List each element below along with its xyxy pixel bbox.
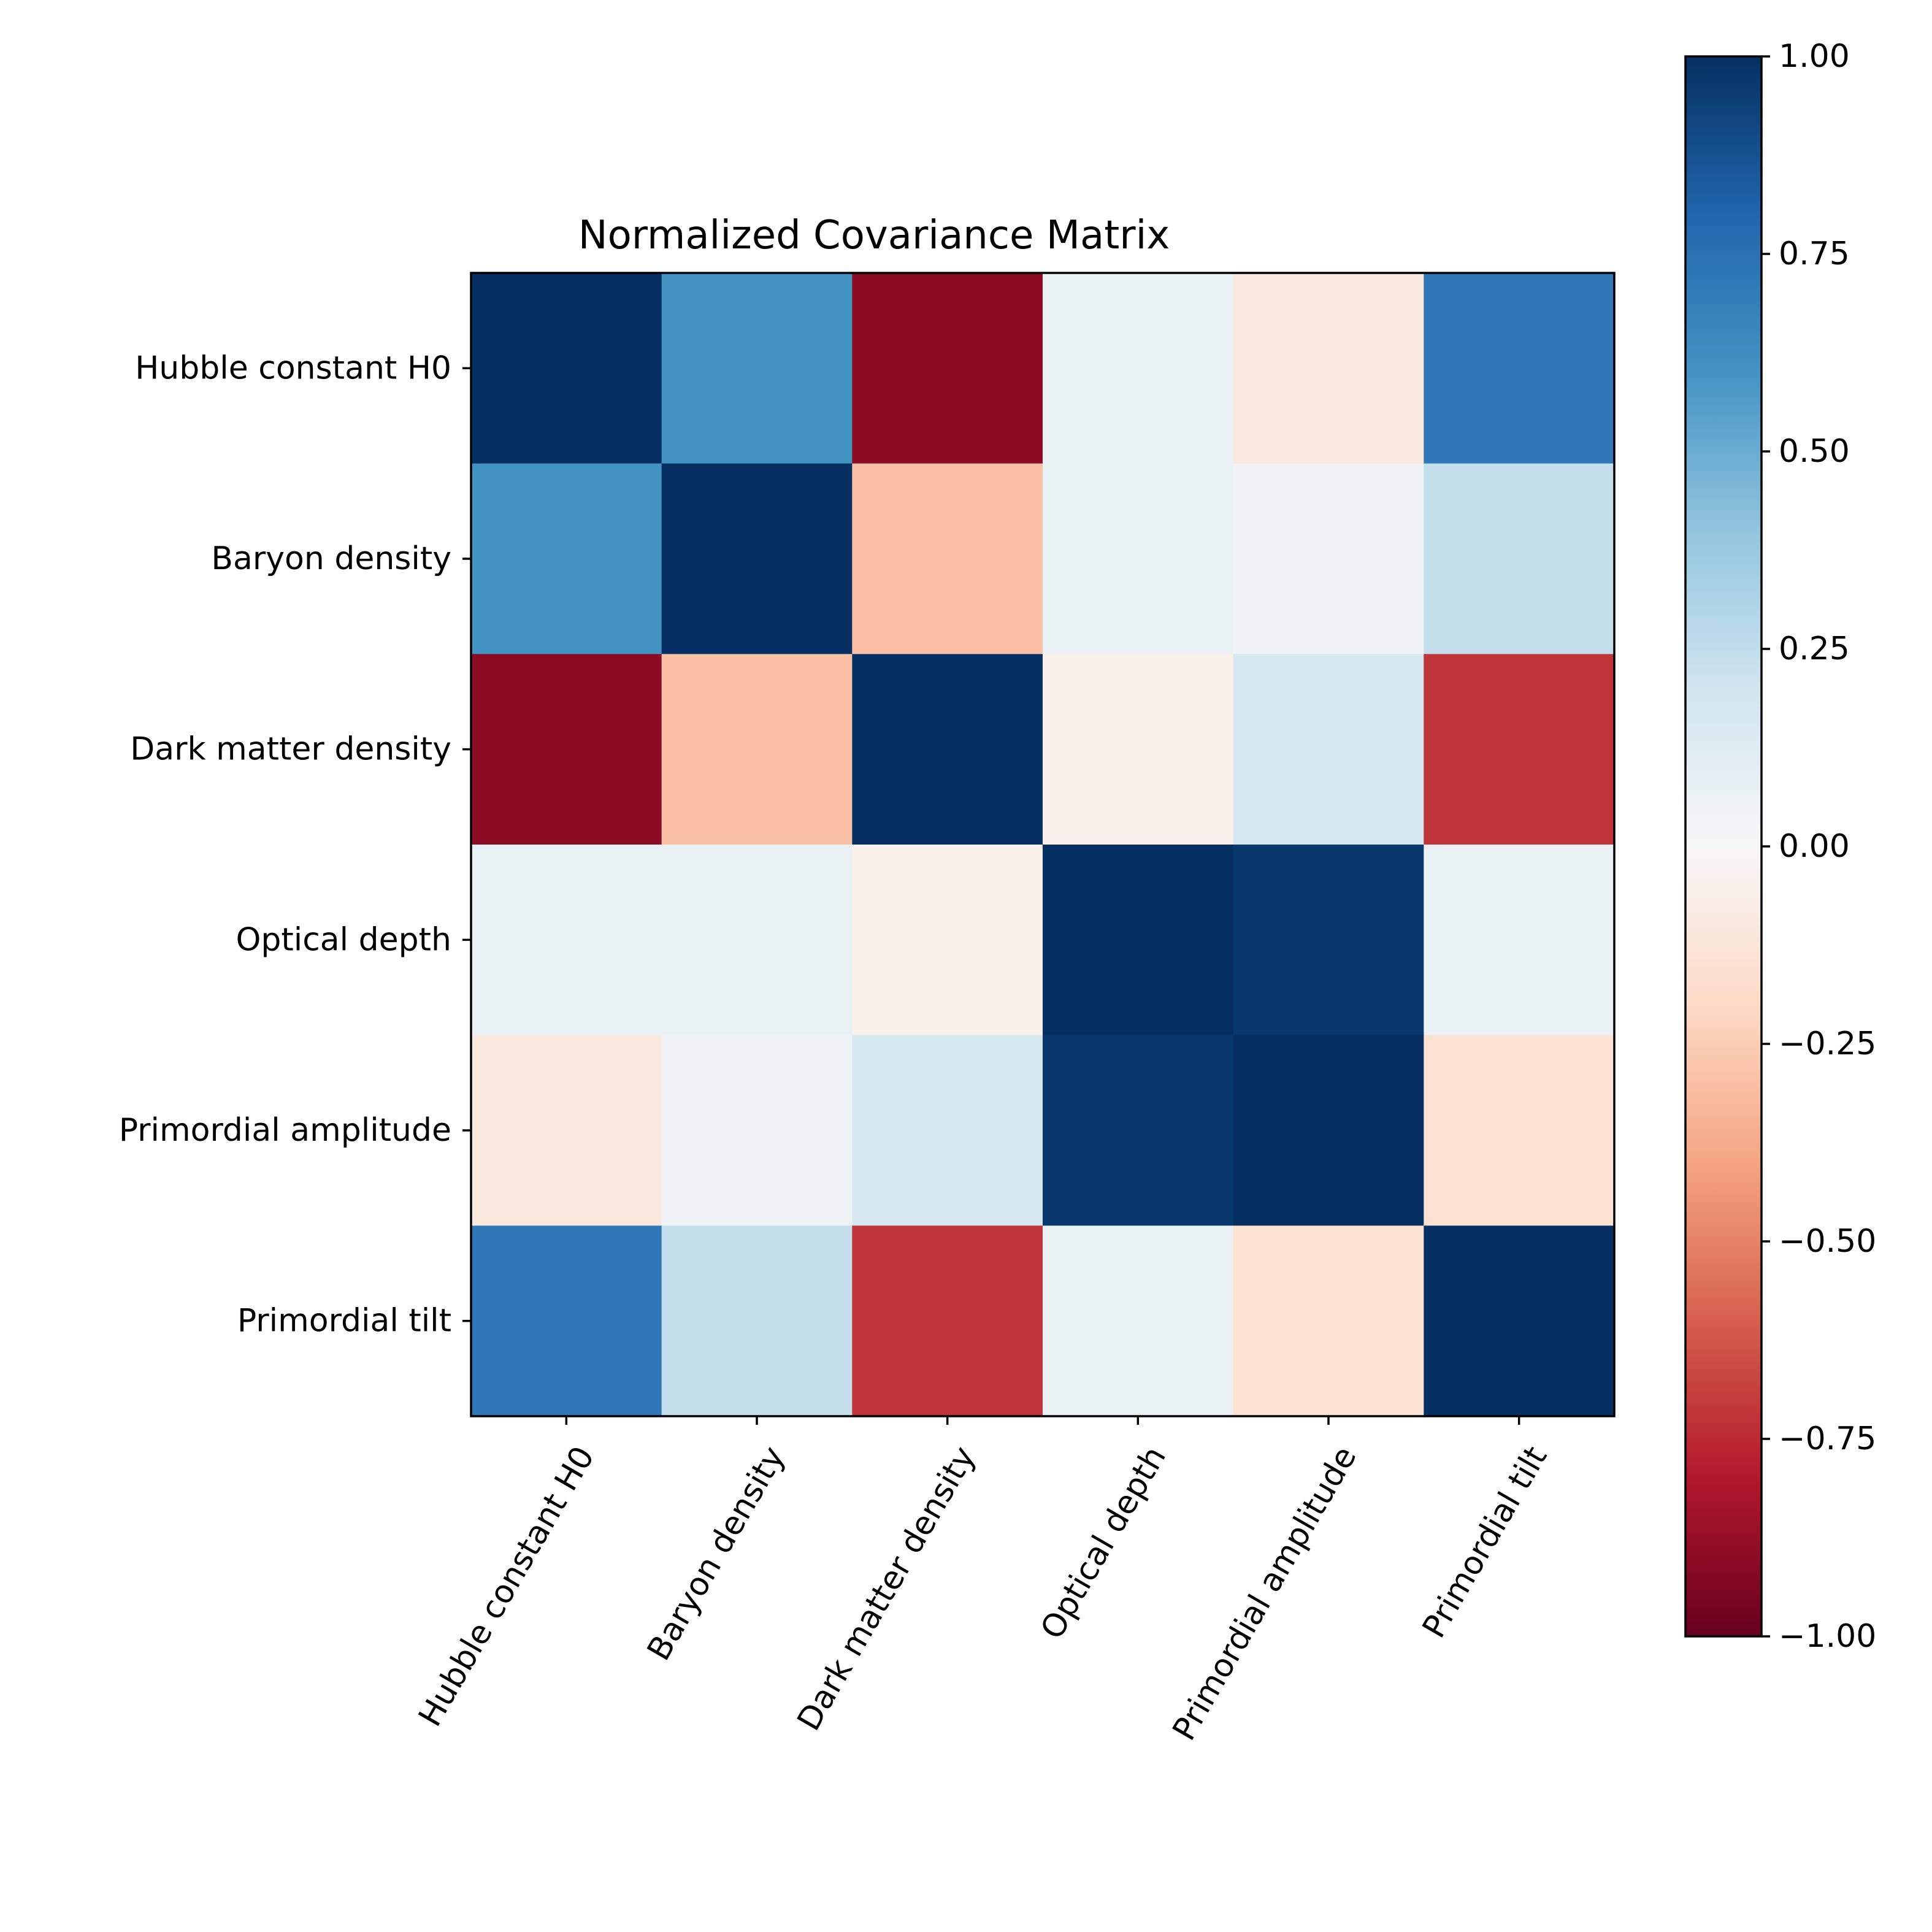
heatmap-cell bbox=[852, 463, 1043, 654]
heatmap-cell bbox=[1043, 273, 1234, 464]
heatmap-cell bbox=[1424, 1035, 1615, 1226]
heatmap-cell bbox=[852, 845, 1043, 1036]
x-tick-label: Optical depth bbox=[1033, 1440, 1173, 1645]
heatmap-cell bbox=[852, 273, 1043, 464]
colorbar-tick-label: −0.50 bbox=[1779, 1223, 1876, 1260]
heatmap-cell bbox=[1233, 463, 1424, 654]
heatmap-cell bbox=[661, 845, 853, 1036]
y-tick-label: Dark matter density bbox=[130, 731, 451, 768]
heatmap-cell bbox=[1043, 654, 1234, 845]
y-tick-label: Baryon density bbox=[211, 540, 451, 577]
y-tick-label: Optical depth bbox=[236, 921, 451, 958]
heatmap-cell bbox=[661, 654, 853, 845]
heatmap-cell bbox=[471, 845, 662, 1036]
heatmap-cell bbox=[1043, 845, 1234, 1036]
y-tick-label: Primordial amplitude bbox=[119, 1112, 451, 1149]
colorbar-gradient bbox=[1685, 56, 1761, 1636]
x-tick-label: Primordial tilt bbox=[1416, 1440, 1555, 1644]
x-tick-label: Primordial amplitude bbox=[1166, 1440, 1364, 1747]
colorbar-tick-label: 0.50 bbox=[1779, 433, 1850, 470]
heatmap-cell bbox=[1043, 1225, 1234, 1417]
heatmap-cell bbox=[1233, 1225, 1424, 1417]
colorbar-ticks: 1.00 0.75 0.50 0.25 0.00 −0.25 −0.50 −0.75 −1.00 bbox=[1761, 38, 1876, 1655]
colorbar-tick-label: 0.25 bbox=[1779, 631, 1850, 667]
heatmap-cell bbox=[852, 1035, 1043, 1226]
heatmap-cell bbox=[1424, 845, 1615, 1036]
heatmap-cell bbox=[1233, 273, 1424, 464]
heatmap-cell bbox=[1424, 463, 1615, 654]
plot-frame bbox=[470, 272, 1616, 1417]
heatmap-cell bbox=[471, 654, 662, 845]
heatmap-cell bbox=[1424, 273, 1615, 464]
colorbar-tick-label: −0.75 bbox=[1779, 1420, 1876, 1457]
heatmap-cell bbox=[852, 1225, 1043, 1417]
heatmap-cell bbox=[1424, 1225, 1615, 1417]
x-tick-label: Dark matter density bbox=[791, 1440, 983, 1737]
colorbar-tick-label: 0.75 bbox=[1779, 236, 1850, 272]
colorbar-tick-label: −0.25 bbox=[1779, 1025, 1876, 1062]
heatmap-cell bbox=[1424, 654, 1615, 845]
heatmap-cell bbox=[661, 1035, 853, 1226]
colorbar-tick-label: −1.00 bbox=[1779, 1618, 1876, 1655]
colorbar: 1.00 0.75 0.50 0.25 0.00 −0.25 −0.50 −0.75 −1.00 bbox=[1684, 38, 1876, 1655]
colorbar-tick-label: 1.00 bbox=[1779, 38, 1850, 75]
chart-title: Normalized Covariance Matrix bbox=[578, 213, 1170, 258]
heatmap-cell bbox=[471, 273, 662, 464]
heatmap-cell bbox=[471, 463, 662, 654]
heatmap-cell bbox=[661, 463, 853, 654]
y-axis: Hubble constant H0 Baryon density Dark mat… bbox=[119, 350, 471, 1340]
x-tick-label: Baryon density bbox=[640, 1440, 792, 1666]
heatmap-cell bbox=[1043, 463, 1234, 654]
heatmap-cell bbox=[1233, 654, 1424, 845]
colorbar-tick-label: 0.00 bbox=[1779, 828, 1850, 865]
heatmap-cell bbox=[661, 1225, 853, 1417]
x-tick-label: Hubble constant H0 bbox=[412, 1440, 602, 1733]
heatmap-cells bbox=[471, 273, 1615, 1417]
y-tick-label: Primordial tilt bbox=[237, 1303, 451, 1340]
heatmap-cell bbox=[1233, 845, 1424, 1036]
heatmap-cell bbox=[852, 654, 1043, 845]
heatmap-cell bbox=[1043, 1035, 1234, 1226]
y-tick-label: Hubble constant H0 bbox=[135, 350, 451, 386]
heatmap-cell bbox=[471, 1035, 662, 1226]
heatmap-cell bbox=[661, 273, 853, 464]
heatmap-cell bbox=[471, 1225, 662, 1417]
heatmap-cell bbox=[1233, 1035, 1424, 1226]
